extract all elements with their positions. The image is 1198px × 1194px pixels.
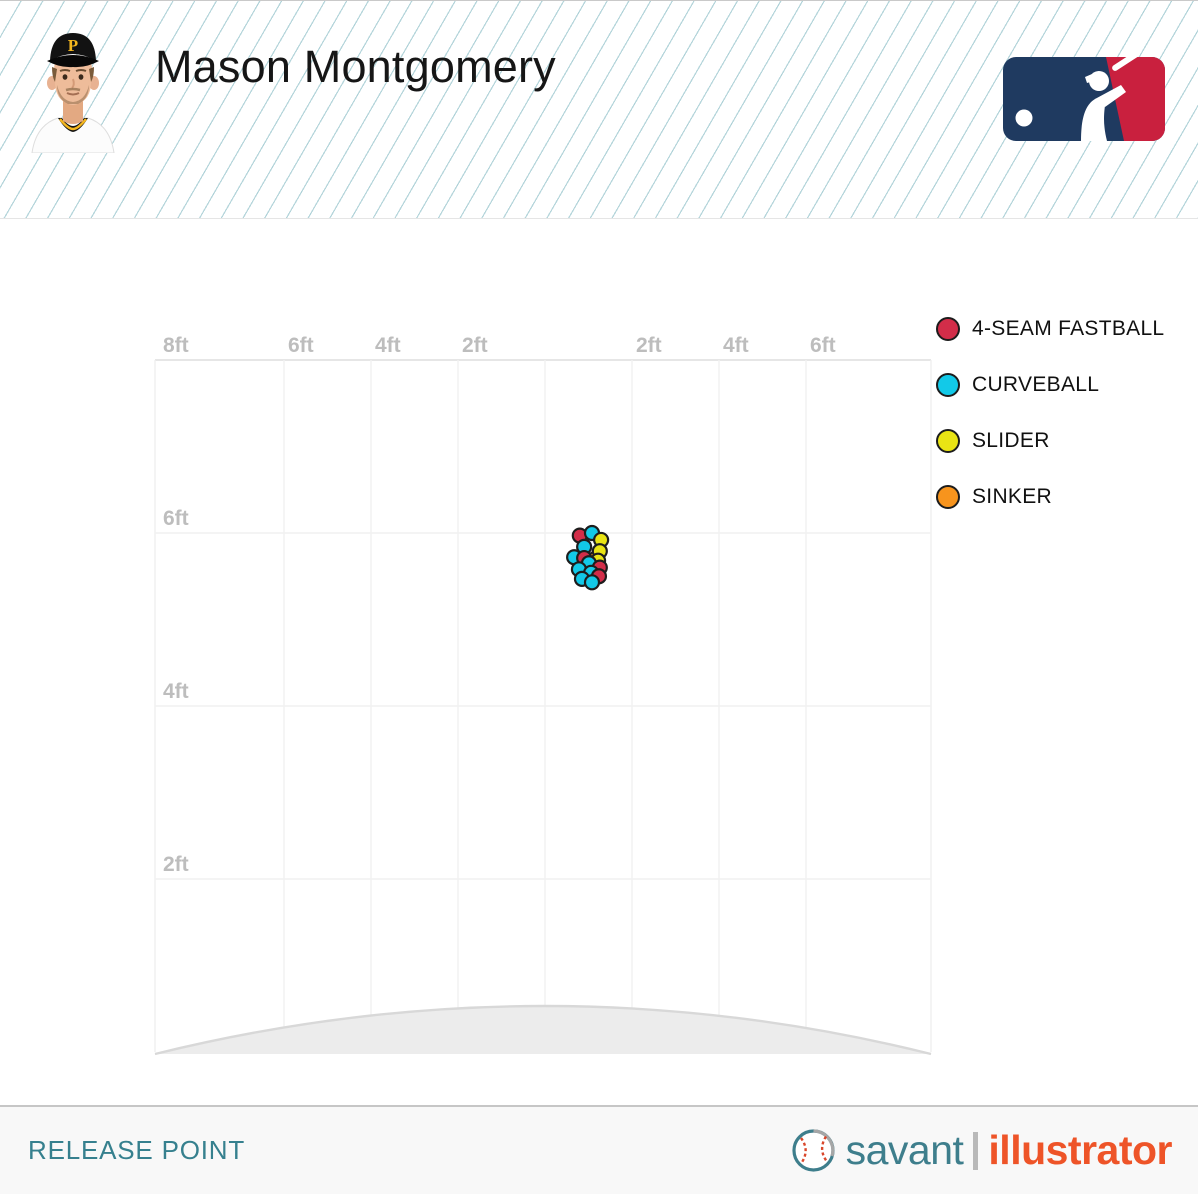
baseball-icon	[791, 1129, 835, 1172]
savant-illustrator-logo: savant illustrator	[790, 1127, 1172, 1174]
mound-top-edge	[154, 1004, 932, 1056]
legend-dot-cu	[936, 373, 960, 397]
release-point-chart: 8ft 6ft 4ft 2ft 2ft 4ft 6ft 6ft 4ft 2ft 4-SEAM FA…	[0, 219, 1198, 1105]
pitch-type-legend: 4-SEAM FASTBALL CURVEBALL SLIDER SINKER	[936, 312, 1164, 536]
chart-type-label: RELEASE POINT	[28, 1135, 246, 1165]
legend-dot-si	[936, 485, 960, 509]
x-axis-tick-label: 8ft	[163, 334, 189, 357]
player-headshot: P	[31, 33, 115, 153]
footer: RELEASE POINT savant illustrator	[0, 1105, 1198, 1194]
mlb-logo-icon	[1003, 57, 1165, 141]
x-axis-tick-label: 2ft	[462, 334, 488, 357]
page-title: Mason Montgomery	[155, 41, 556, 92]
x-axis-tick-label: 4ft	[375, 334, 401, 357]
x-axis-tick-label: 4ft	[723, 334, 749, 357]
header-banner: P Mason Montgomery	[0, 0, 1198, 219]
legend-label: CURVEBALL	[972, 373, 1100, 396]
legend-dot-sl	[936, 429, 960, 453]
legend-item-ff: 4-SEAM FASTBALL	[936, 312, 1164, 346]
legend-label: SLIDER	[972, 429, 1050, 452]
brand-illustrator-text: illustrator	[988, 1127, 1172, 1173]
legend-label: 4-SEAM FASTBALL	[972, 317, 1165, 340]
y-axis-tick-label: 2ft	[163, 853, 189, 876]
legend-label: SINKER	[972, 485, 1052, 508]
cap-letter: P	[68, 36, 78, 55]
legend-item-cu: CURVEBALL	[936, 368, 1164, 402]
pitch-point-cu	[583, 574, 601, 591]
x-axis-tick-label: 6ft	[288, 334, 314, 357]
release-point-plot: 8ft 6ft 4ft 2ft 2ft 4ft 6ft 6ft 4ft 2ft	[154, 334, 932, 1056]
legend-item-sl: SLIDER	[936, 424, 1164, 458]
brand-savant-text: savant	[845, 1127, 964, 1173]
x-axis-tick-label: 2ft	[636, 334, 662, 357]
y-axis-tick-label: 4ft	[163, 680, 189, 703]
x-axis-tick-label: 6ft	[810, 334, 836, 357]
brand-divider	[973, 1131, 979, 1170]
legend-item-si: SINKER	[936, 480, 1164, 514]
legend-dot-ff	[936, 317, 960, 341]
y-axis-tick-label: 6ft	[163, 507, 189, 530]
